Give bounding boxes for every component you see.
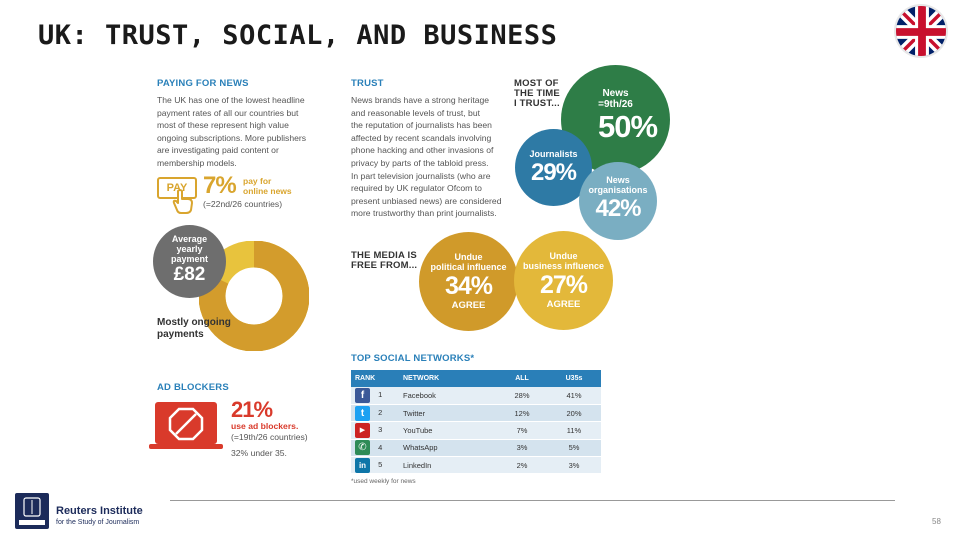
table-row: in 5 LinkedIn 2% 3% xyxy=(351,456,601,475)
linkedin-icon: in xyxy=(355,457,370,473)
paying-heading: PAYING FOR NEWS xyxy=(157,78,249,89)
pointing-hand-icon xyxy=(172,189,193,214)
most-of-time-heading: MOST OF THE TIME I TRUST... xyxy=(514,78,560,109)
ad-blocker-icon xyxy=(149,402,223,449)
donut-label: Mostly ongoing payments xyxy=(157,317,231,340)
trust-body: News brands have a strong heritage and r… xyxy=(351,95,502,219)
uk-flag-icon xyxy=(894,4,948,58)
adblock-heading: AD BLOCKERS xyxy=(157,382,229,393)
col-rank: RANK xyxy=(351,370,399,387)
pay-stat: 7% xyxy=(203,172,237,199)
trust-organisations-bubble: News organisations 42% xyxy=(579,162,657,240)
trust-journalists-value: 29% xyxy=(530,159,577,186)
col-u35: U35s xyxy=(547,370,601,387)
oxford-crest-logo xyxy=(15,493,49,529)
col-all: ALL xyxy=(497,370,547,387)
table-row: ▶ 3 YouTube 7% 11% xyxy=(351,421,601,440)
business-influence-value: 27% xyxy=(539,271,588,299)
footer-divider xyxy=(170,500,895,501)
table-row: f 1 Facebook 28% 41% xyxy=(351,387,601,405)
logo-name: Reuters Institute xyxy=(56,505,143,517)
paying-body: The UK has one of the lowest headline pa… xyxy=(157,95,307,168)
twitter-icon: t xyxy=(355,405,370,421)
business-influence-bubble: Undue business influence 27% AGREE xyxy=(514,231,613,330)
average-payment-circle: Average yearly payment £82 xyxy=(153,225,226,298)
media-free-heading: THE MEDIA IS FREE FROM... xyxy=(351,250,418,271)
adblock-stat: 21% xyxy=(231,397,273,422)
table-row: ✆ 4 WhatsApp 3% 5% xyxy=(351,439,601,458)
facebook-icon: f xyxy=(355,387,370,403)
social-footnote: *used weekly for news xyxy=(351,478,416,485)
slide-title: UK: TRUST, SOCIAL, AND BUSINESS xyxy=(38,20,558,51)
page-number: 58 xyxy=(932,517,941,526)
logo-subtitle: for the Study of Journalism xyxy=(56,519,140,526)
whatsapp-icon: ✆ xyxy=(355,440,370,456)
donut-ongoing-segment xyxy=(199,241,309,351)
political-influence-value: 34% xyxy=(444,272,493,300)
youtube-icon: ▶ xyxy=(355,422,370,438)
pay-rank-note: (=22nd/26 countries) xyxy=(203,199,283,209)
ongoing-payments-donut xyxy=(199,241,309,351)
pay-stat-label: pay for online news xyxy=(243,176,292,196)
political-influence-bubble: Undue political influence 34% AGREE xyxy=(419,232,518,331)
col-network: NETWORK xyxy=(399,370,497,387)
social-heading: TOP SOCIAL NETWORKS* xyxy=(351,353,475,364)
trust-heading: TRUST xyxy=(351,78,384,89)
table-row: t 2 Twitter 12% 20% xyxy=(351,404,601,423)
average-payment-value: £82 xyxy=(173,264,206,285)
adblock-rank-note: (=19th/26 countries) xyxy=(231,432,308,442)
social-networks-table: RANK NETWORK ALL U35s f 1 Facebook 28% 4… xyxy=(351,370,601,475)
adblock-under35: 32% under 35. xyxy=(231,448,287,458)
trust-organisations-value: 42% xyxy=(595,195,641,222)
trust-news-value: 50% xyxy=(597,109,658,144)
adblock-stat-label: use ad blockers. xyxy=(231,421,299,431)
